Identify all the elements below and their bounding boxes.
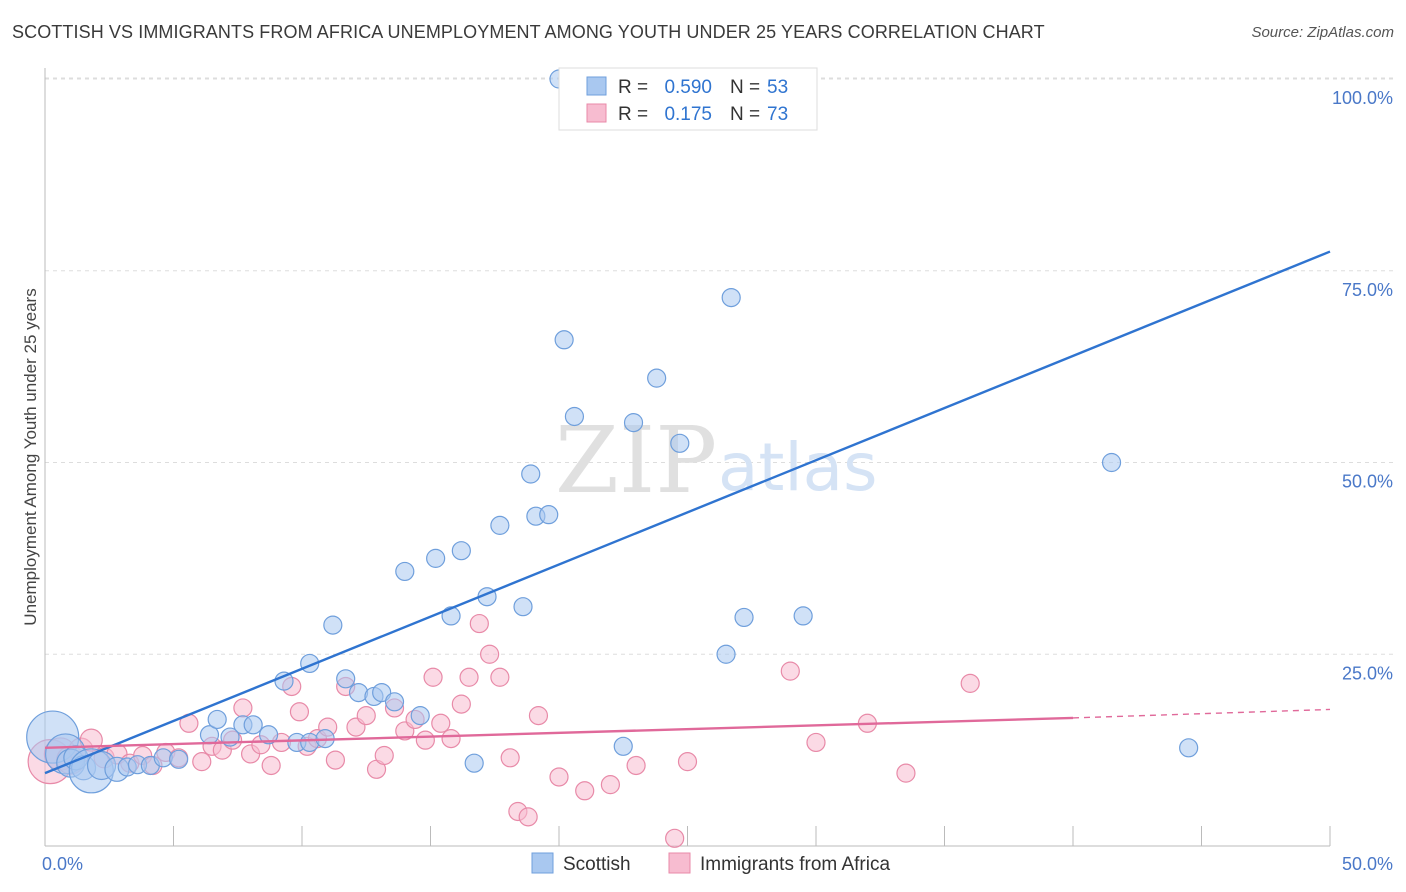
africa-point-45 (500, 748, 520, 768)
africa-point-52 (626, 755, 646, 776)
africa-point-38 (431, 713, 451, 733)
x-tick-label-min: 0.0% (42, 854, 83, 874)
series-legend: Scottish Immigrants from Africa (531, 852, 890, 875)
africa-point-51 (600, 775, 621, 795)
stats-n-value-africa: 73 (767, 104, 788, 125)
stats-r-value-africa: 0.175 (664, 104, 712, 125)
grid-lines (45, 77, 1393, 655)
scottish-point-35 (464, 753, 484, 773)
stats-legend: R = 0.590 N = 53 R = 0.175 N = 73 (558, 67, 818, 131)
stats-r-value-scottish: 0.590 (664, 77, 712, 98)
africa-point-50 (575, 781, 595, 801)
legend-label-scottish: Scottish (563, 854, 631, 875)
y-tick-label-100: 100.0% (1332, 88, 1393, 108)
stats-n-label-scottish: N = (730, 77, 760, 98)
scottish-trend-line (44, 250, 1331, 775)
scottish-point-39 (521, 464, 541, 484)
africa-point-55 (780, 661, 800, 681)
scottish-point-30 (395, 561, 415, 582)
africa-point-27 (325, 750, 346, 770)
scottish-point-29 (384, 692, 405, 712)
x-tick-label-max: 50.0% (1342, 854, 1393, 874)
stats-r-label-africa: R = (618, 104, 648, 125)
africa-point-32 (374, 745, 394, 766)
scottish-point-17 (243, 715, 263, 735)
trend-lines (44, 250, 1331, 775)
y-tick-label-50: 50.0% (1342, 472, 1393, 492)
scottish-point-53 (1101, 452, 1122, 473)
scottish-point-14 (207, 709, 227, 730)
africa-point-30 (356, 706, 376, 726)
scottish-point-24 (323, 615, 343, 635)
africa-point-59 (960, 673, 980, 693)
scottish-point-19 (274, 671, 294, 691)
scottish-point-31 (410, 706, 430, 726)
scottish-point-52 (793, 606, 813, 626)
chart-title: SCOTTISH VS IMMIGRANTS FROM AFRICA UNEMP… (12, 22, 1045, 42)
africa-point-23 (289, 702, 310, 722)
scottish-point-48 (670, 433, 690, 453)
africa-point-42 (469, 613, 489, 634)
y-tick-label-75: 75.0% (1342, 280, 1393, 300)
stats-n-value-scottish: 53 (767, 77, 788, 98)
x-ticks (44, 826, 1331, 846)
africa-point-47 (518, 807, 538, 827)
africa-point-53 (665, 828, 685, 848)
scottish-point-47 (647, 368, 667, 388)
scottish-point-45 (613, 736, 633, 756)
y-tick-label-25: 25.0% (1342, 663, 1393, 683)
africa-trend-line-extension (1072, 708, 1331, 719)
stats-n-label-africa: N = (730, 104, 760, 125)
scottish-point-37 (490, 515, 510, 535)
scottish-point-25 (336, 669, 356, 689)
africa-points (27, 613, 980, 848)
africa-point-56 (806, 732, 826, 753)
scottish-point-38 (513, 597, 533, 617)
africa-point-37 (423, 667, 443, 687)
scottish-point-12 (169, 749, 189, 769)
scottish-point-49 (716, 644, 736, 664)
africa-point-13 (192, 752, 212, 772)
scottish-point-50 (721, 287, 741, 308)
watermark: ZIP atlas (555, 407, 878, 514)
africa-point-54 (677, 752, 698, 772)
africa-point-58 (896, 763, 916, 783)
scottish-point-54 (1179, 738, 1199, 758)
africa-point-17 (233, 698, 253, 718)
africa-point-36 (415, 730, 435, 750)
africa-point-48 (528, 706, 549, 726)
scottish-point-44 (554, 330, 574, 350)
stats-legend-swatch-scottish (586, 76, 607, 96)
scottish-point-43 (564, 406, 585, 427)
legend-swatch-africa (668, 852, 691, 874)
y-axis-label: Unemployment Among Youth under 25 years (21, 288, 40, 625)
stats-legend-swatch-africa (586, 103, 607, 123)
stats-r-label-scottish: R = (618, 77, 648, 98)
africa-trend-line (44, 716, 1074, 750)
africa-point-39 (441, 729, 461, 749)
legend-swatch-scottish (531, 852, 554, 874)
scottish-point-46 (623, 413, 644, 433)
scottish-point-18 (258, 725, 279, 745)
africa-point-41 (459, 667, 479, 687)
legend-label-africa: Immigrants from Africa (700, 854, 890, 875)
scottish-point-41 (539, 505, 559, 525)
africa-point-20 (261, 755, 281, 776)
chart-source: Source: ZipAtlas.com (1251, 24, 1394, 41)
scottish-point-51 (734, 607, 754, 628)
africa-point-49 (549, 767, 569, 787)
y-tick-labels: 25.0% 50.0% 75.0% 100.0% (1332, 88, 1393, 683)
africa-point-44 (490, 667, 510, 687)
scottish-point-32 (426, 548, 446, 568)
africa-point-43 (480, 644, 500, 664)
africa-point-40 (451, 694, 471, 714)
scottish-point-34 (451, 541, 471, 561)
